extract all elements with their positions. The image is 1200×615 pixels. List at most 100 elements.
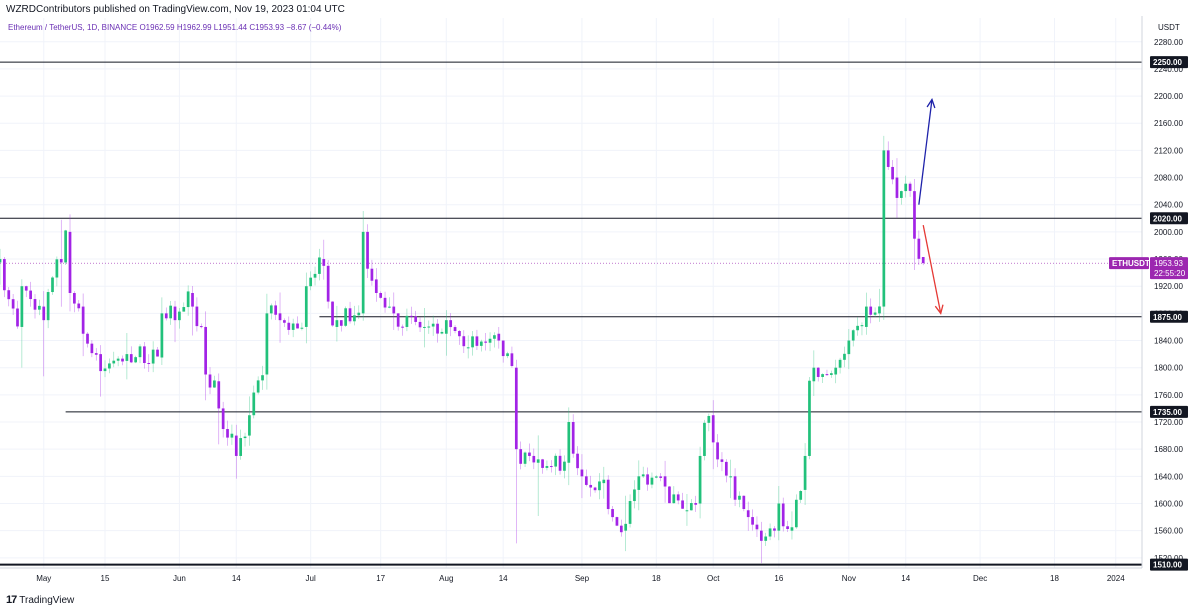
arrow-head xyxy=(926,97,936,109)
candle xyxy=(374,268,378,302)
candle-body xyxy=(654,476,658,478)
candle xyxy=(29,281,32,307)
candle-body xyxy=(304,286,308,327)
candle-body xyxy=(199,326,203,328)
candle-body xyxy=(248,415,251,436)
candle xyxy=(160,297,164,366)
candle-body xyxy=(633,489,636,502)
candle xyxy=(838,357,842,374)
time-tick-label: 14 xyxy=(232,574,241,583)
time-tick-label: Oct xyxy=(707,574,720,583)
candle xyxy=(261,365,264,390)
candle-body xyxy=(440,331,444,334)
candle xyxy=(755,516,759,538)
time-tick-label: 18 xyxy=(1050,574,1059,583)
level-price-label: 2020.00 xyxy=(1153,214,1182,223)
candle-body xyxy=(234,435,238,456)
candle xyxy=(821,373,824,383)
candle-body xyxy=(138,346,142,358)
candle xyxy=(808,377,811,460)
candle-body xyxy=(374,279,378,293)
chart-canvas[interactable]: USDT 1520.00 1560.00 1600.00 1640.00 1680.00 1… xyxy=(0,16,1200,610)
level-price-label: 1510.00 xyxy=(1153,561,1182,570)
candle xyxy=(156,347,159,357)
candle xyxy=(440,328,444,335)
candle xyxy=(335,305,339,342)
candle xyxy=(602,466,606,499)
candles xyxy=(0,135,925,564)
candle xyxy=(86,332,89,348)
candle-body xyxy=(291,323,295,330)
candle-body xyxy=(173,306,177,321)
candle xyxy=(829,370,833,378)
candle xyxy=(799,489,803,503)
candle xyxy=(3,257,6,298)
candle xyxy=(869,298,873,324)
candle-body xyxy=(396,313,400,327)
candle-body xyxy=(300,327,304,329)
time-tick-label: Nov xyxy=(842,574,856,583)
candle-body xyxy=(602,479,606,484)
candle xyxy=(304,272,308,344)
candle xyxy=(379,291,383,299)
candle-body xyxy=(650,477,654,485)
candle-body xyxy=(834,367,838,375)
candle-body xyxy=(707,415,711,423)
candle-body xyxy=(598,481,601,491)
candle-body xyxy=(77,303,81,309)
candle-body xyxy=(558,455,562,471)
candle xyxy=(388,297,391,309)
candle xyxy=(886,141,890,170)
candle xyxy=(309,271,313,291)
candle xyxy=(431,315,435,336)
candle xyxy=(243,432,247,447)
candle-body xyxy=(64,230,67,263)
candle-body xyxy=(164,313,168,319)
candle-body xyxy=(361,231,365,314)
candle xyxy=(475,329,479,350)
candle-body xyxy=(493,335,496,339)
candle xyxy=(151,341,155,373)
candle-body xyxy=(160,313,164,358)
candle-body xyxy=(584,476,588,485)
candle-body xyxy=(204,326,208,375)
candle xyxy=(803,443,807,506)
candle-body xyxy=(86,333,89,344)
candle-body xyxy=(409,315,413,317)
candle xyxy=(698,446,702,519)
level-price-label: 1735.00 xyxy=(1153,408,1182,417)
candle xyxy=(90,340,94,358)
candle xyxy=(514,359,518,544)
candle xyxy=(471,331,474,356)
candle-body xyxy=(545,466,549,468)
candle-body xyxy=(724,461,728,476)
candle-body xyxy=(536,459,540,463)
candle xyxy=(213,375,216,388)
candle-body xyxy=(794,499,798,528)
candle-body xyxy=(589,484,593,488)
candle xyxy=(42,291,46,377)
candle-body xyxy=(759,530,763,541)
candle-body xyxy=(681,500,684,509)
candle xyxy=(125,332,129,380)
candle xyxy=(873,307,877,318)
candle xyxy=(239,429,243,460)
candle xyxy=(895,158,899,219)
candle-body xyxy=(790,527,794,531)
candle-body xyxy=(326,265,330,302)
candle-body xyxy=(322,259,326,266)
candle xyxy=(576,446,579,476)
candle-body xyxy=(711,415,715,443)
candle xyxy=(891,159,894,185)
candle xyxy=(598,473,601,500)
tradingview-brand: 17 TradingView xyxy=(6,594,74,606)
price-tick-label: 2160.00 xyxy=(1154,119,1183,128)
candle xyxy=(186,285,190,316)
candle xyxy=(291,318,295,338)
candle-body xyxy=(466,347,470,349)
candle xyxy=(322,239,326,280)
candle-body xyxy=(895,177,899,198)
price-chart[interactable]: USDT 1520.00 1560.00 1600.00 1640.00 1680.00 1… xyxy=(0,16,1200,610)
candle-body xyxy=(296,323,299,329)
candle-body xyxy=(55,259,59,278)
